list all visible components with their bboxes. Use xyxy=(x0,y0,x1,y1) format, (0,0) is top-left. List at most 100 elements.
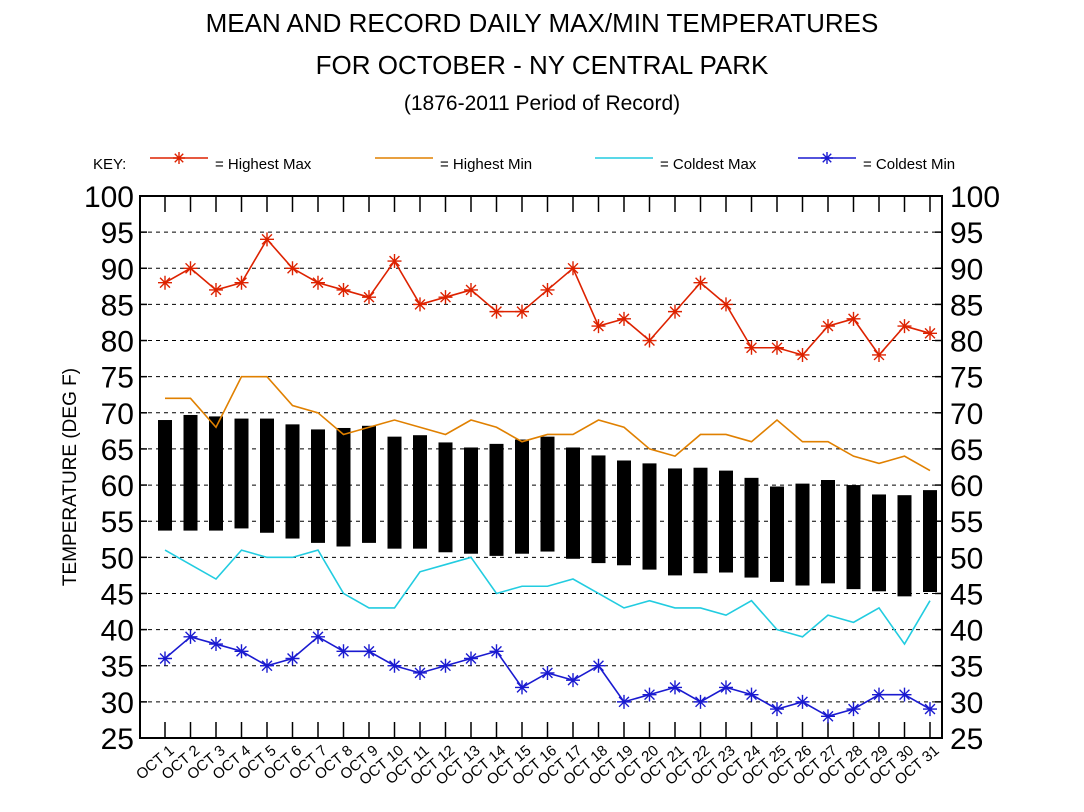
point-coldest-min xyxy=(260,658,274,673)
y-tick-label-right: 25 xyxy=(950,723,983,756)
point-coldest-min xyxy=(234,644,249,659)
y-tick-label-right: 45 xyxy=(950,578,983,611)
point-coldest-min xyxy=(770,702,784,717)
mean-range-bar xyxy=(158,420,172,531)
series-line-highest-min xyxy=(165,375,931,472)
point-highest-max xyxy=(515,304,529,319)
point-highest-max xyxy=(489,304,504,319)
point-coldest-min xyxy=(515,680,529,695)
point-highest-max xyxy=(821,319,835,334)
y-tick-label-right: 55 xyxy=(950,506,983,539)
y-tick-label-left: 65 xyxy=(101,434,134,467)
y-tick-label-left: 85 xyxy=(101,289,134,322)
point-highest-max xyxy=(770,340,784,355)
mean-range-bar xyxy=(489,443,504,556)
legend-marker-highest-max xyxy=(173,152,185,164)
point-highest-max xyxy=(540,282,555,297)
point-highest-max xyxy=(719,297,733,312)
series-line-highest-max xyxy=(164,238,931,357)
legend-entry-coldest-min: = Coldest Min xyxy=(863,156,955,173)
point-coldest-min xyxy=(413,665,427,680)
mean-range-bar xyxy=(846,485,861,590)
y-tick-label-left: 90 xyxy=(101,253,134,286)
point-coldest-min xyxy=(846,702,861,717)
point-highest-max xyxy=(336,282,351,297)
legend-entry-highest-max: = Highest Max xyxy=(215,156,312,173)
point-highest-max xyxy=(464,282,478,297)
mean-range-bar xyxy=(285,424,300,539)
mean-range-bar xyxy=(591,455,606,564)
point-coldest-min xyxy=(719,680,733,695)
point-highest-max xyxy=(897,319,912,334)
mean-range-bar xyxy=(744,477,759,578)
legend-key-label: KEY: xyxy=(93,156,126,173)
mean-range-bar xyxy=(540,436,555,552)
mean-range-bar xyxy=(693,467,708,574)
point-highest-max xyxy=(260,232,274,247)
point-coldest-min xyxy=(336,644,351,659)
y-tick-label-right: 65 xyxy=(950,434,983,467)
mean-range-bar xyxy=(923,490,937,593)
point-coldest-min xyxy=(362,644,376,659)
point-coldest-min xyxy=(591,658,606,673)
point-coldest-min xyxy=(744,687,759,702)
y-tick-label-left: 45 xyxy=(101,578,134,611)
mean-range-bar xyxy=(719,470,733,573)
mean-range-bar xyxy=(872,494,886,592)
y-tick-label-right: 70 xyxy=(950,398,983,431)
point-highest-max xyxy=(234,275,249,290)
point-coldest-min xyxy=(795,694,810,709)
point-coldest-min xyxy=(872,687,886,702)
y-tick-label-right: 40 xyxy=(950,615,983,648)
mean-range-bar xyxy=(515,439,529,554)
point-coldest-min xyxy=(285,651,300,666)
y-tick-label-left: 50 xyxy=(101,542,134,575)
point-coldest-min xyxy=(311,629,325,644)
y-tick-label-left: 55 xyxy=(101,506,134,539)
mean-range-bar xyxy=(413,435,427,549)
chart-title-line-2: FOR OCTOBER - NY CENTRAL PARK xyxy=(315,50,769,80)
mean-range-bar xyxy=(668,468,682,576)
point-coldest-min xyxy=(693,694,708,709)
point-coldest-min xyxy=(209,637,223,652)
mean-range-bar xyxy=(821,480,835,584)
point-highest-max xyxy=(566,261,580,276)
point-coldest-min xyxy=(438,658,453,673)
y-tick-label-right: 50 xyxy=(950,542,983,575)
y-tick-label-right: 30 xyxy=(950,687,983,720)
point-highest-max xyxy=(311,275,325,290)
mean-range-bar xyxy=(387,436,402,549)
mean-range-bar xyxy=(336,427,351,547)
mean-range-bar xyxy=(770,486,784,582)
point-coldest-min xyxy=(897,687,912,702)
mean-range-bar xyxy=(464,447,478,554)
point-highest-max xyxy=(362,290,376,305)
y-tick-label-left: 35 xyxy=(101,651,134,684)
point-highest-max xyxy=(923,326,937,341)
point-highest-max xyxy=(413,297,427,312)
point-highest-max xyxy=(744,340,759,355)
legend-entry-highest-min: = Highest Min xyxy=(440,156,532,173)
mean-range-bar xyxy=(795,483,810,586)
point-coldest-min xyxy=(387,658,402,673)
y-tick-label-left: 75 xyxy=(101,362,134,395)
point-highest-max xyxy=(285,261,300,276)
point-highest-max xyxy=(438,290,453,305)
legend-entry-coldest-max: = Coldest Max xyxy=(660,156,757,173)
point-coldest-min xyxy=(158,651,172,666)
mean-range-bar xyxy=(617,460,631,566)
point-coldest-min xyxy=(668,680,682,695)
y-tick-label-right: 60 xyxy=(950,470,983,503)
mean-range-bar xyxy=(438,442,453,553)
chart-subtitle: (1876-2011 Period of Record) xyxy=(403,92,681,115)
y-tick-label-left: 70 xyxy=(101,398,134,431)
point-highest-max xyxy=(387,254,402,269)
chart-title: MEAN AND RECORD DAILY MAX/MIN TEMPERATUR… xyxy=(205,8,879,38)
point-highest-max xyxy=(668,304,682,319)
point-highest-max xyxy=(872,347,886,362)
y-tick-label-right: 85 xyxy=(950,289,983,322)
mean-range-bar xyxy=(566,447,580,559)
y-tick-label-left: 80 xyxy=(101,326,134,359)
point-highest-max xyxy=(591,319,606,334)
